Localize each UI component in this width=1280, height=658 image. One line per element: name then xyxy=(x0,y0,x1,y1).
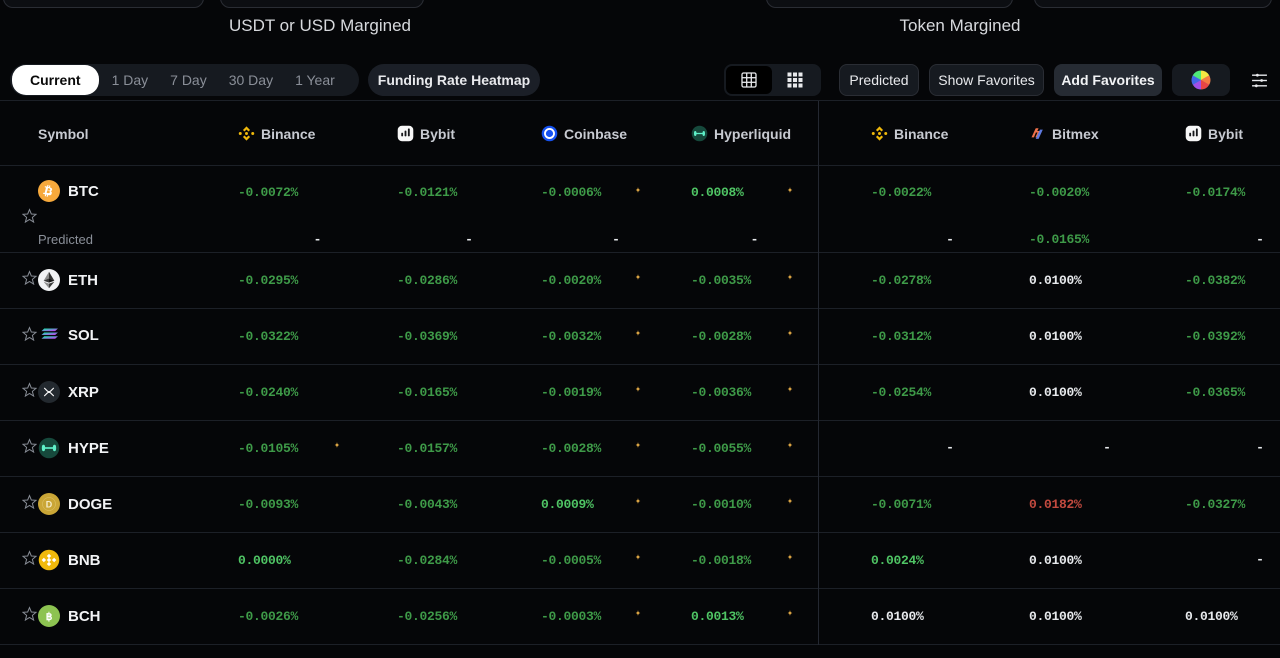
svg-text:฿: ฿ xyxy=(46,612,53,623)
svg-text:D: D xyxy=(46,499,53,509)
